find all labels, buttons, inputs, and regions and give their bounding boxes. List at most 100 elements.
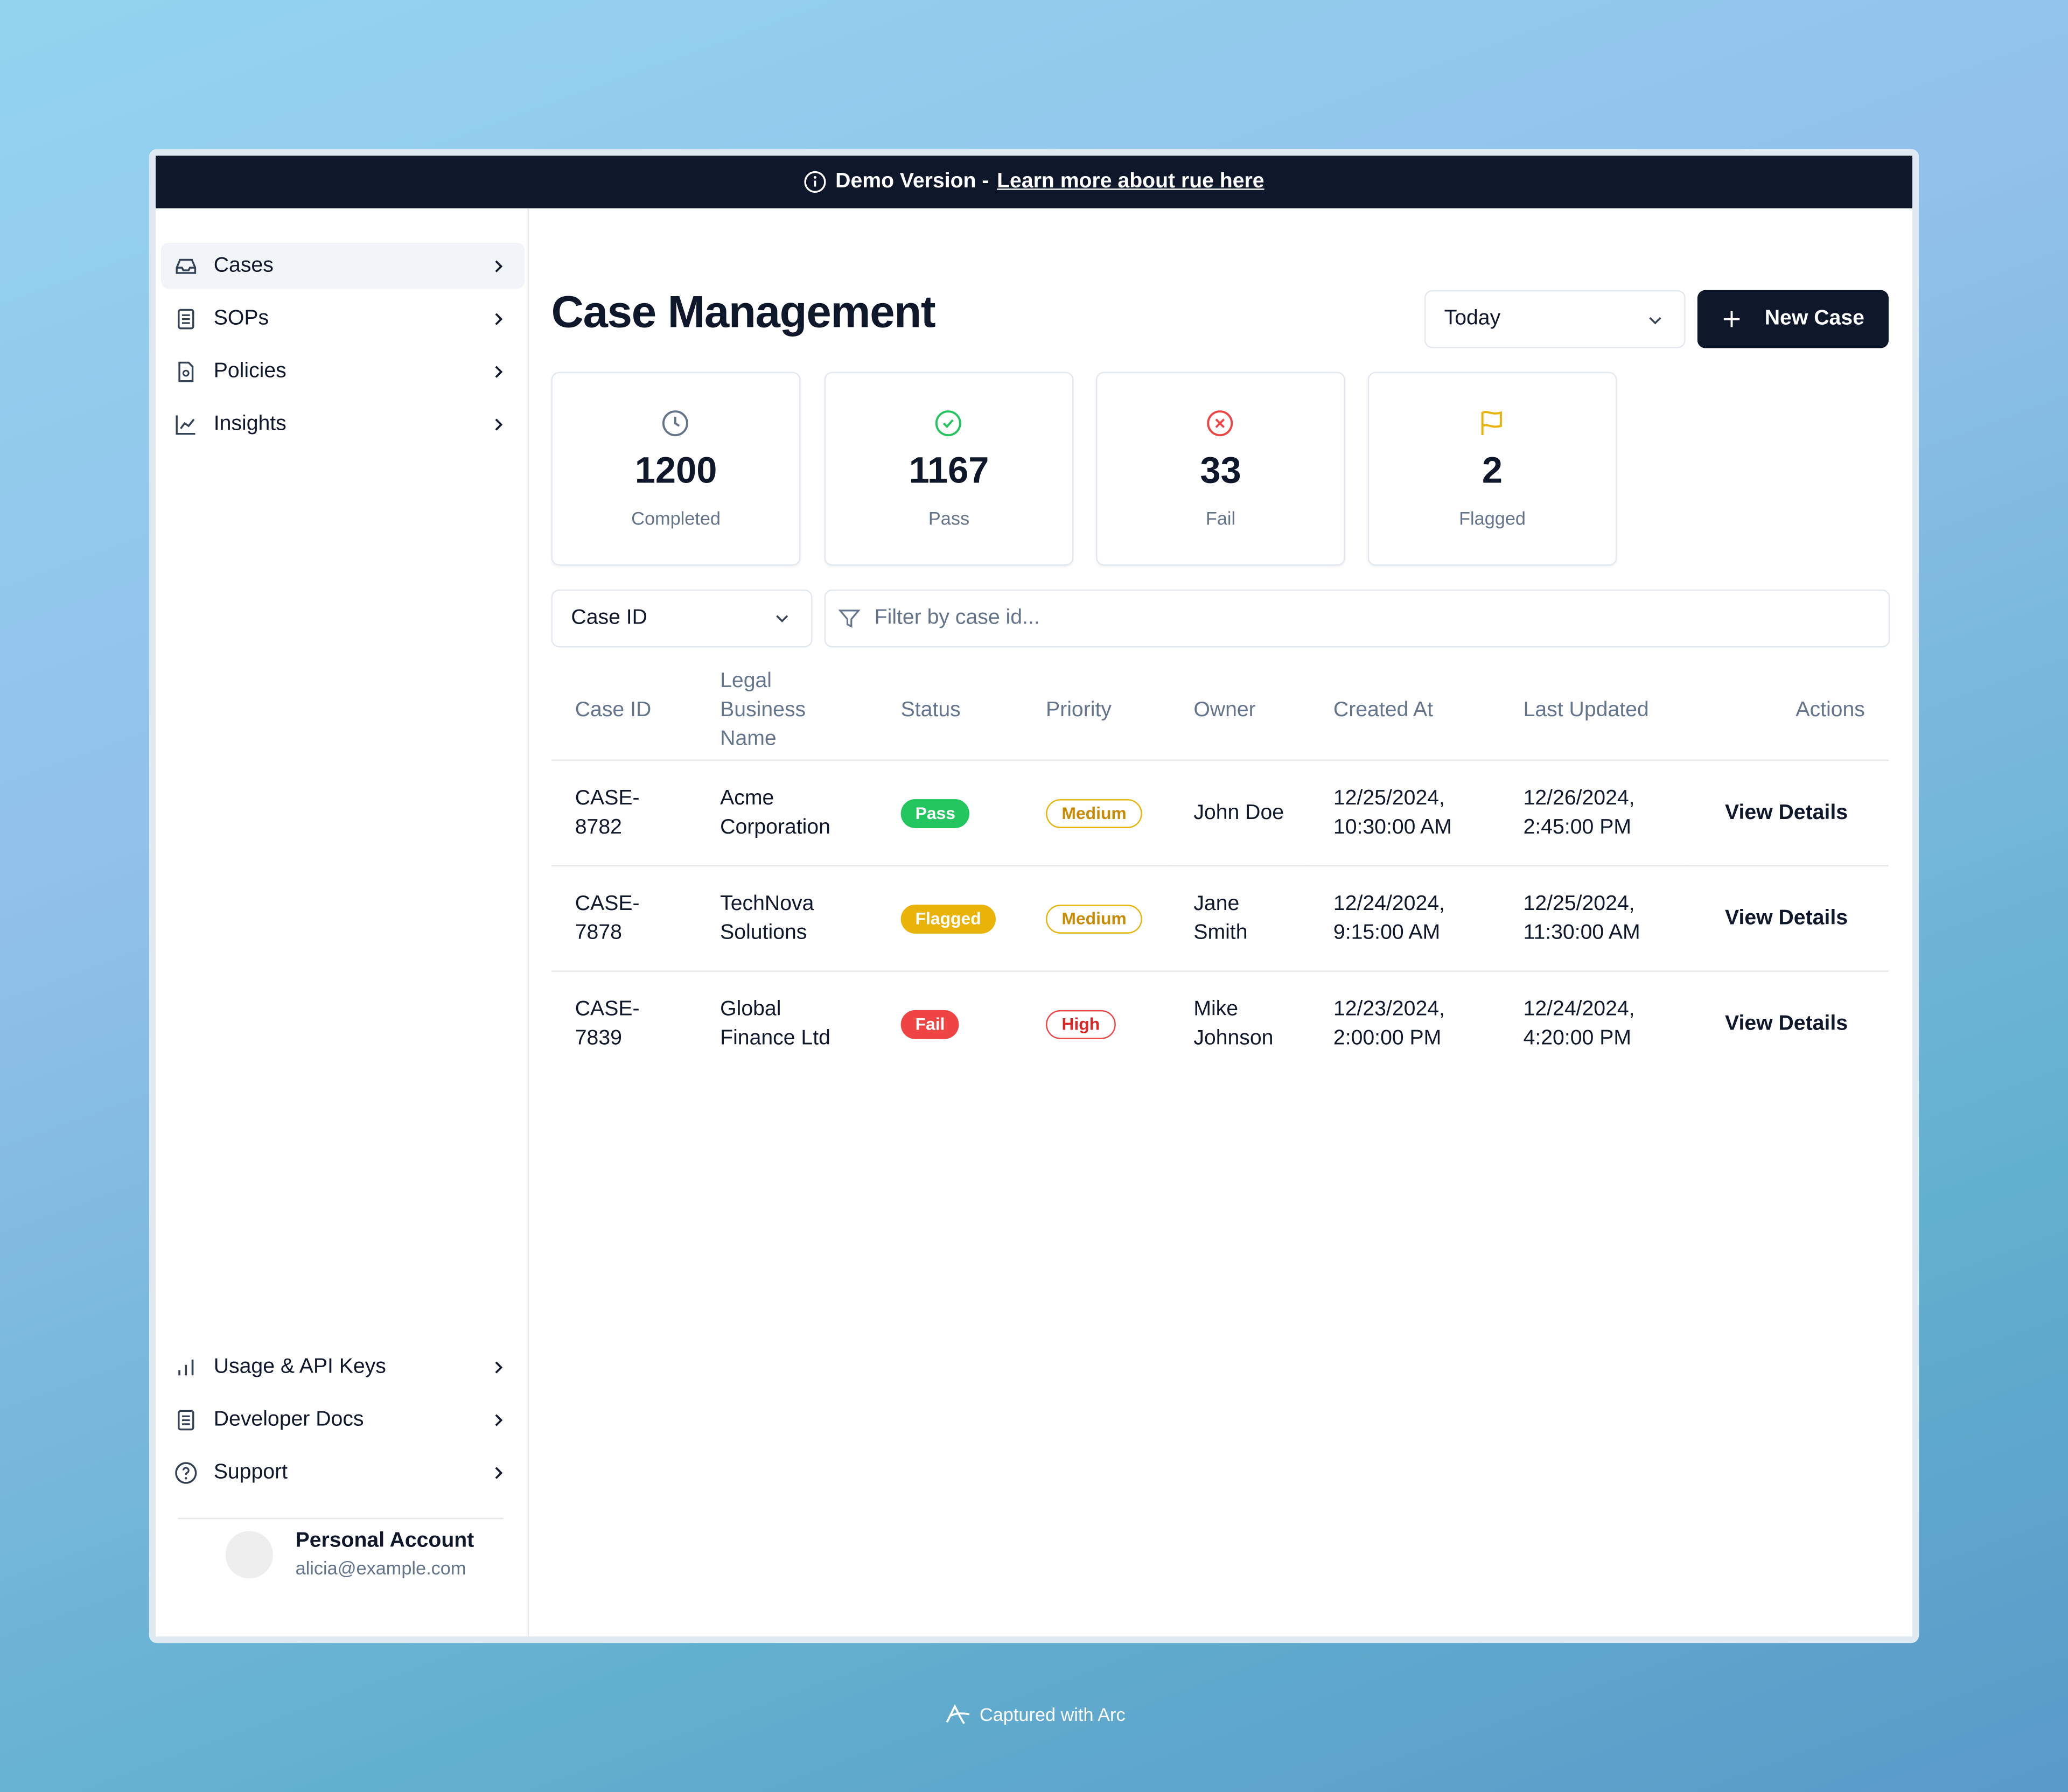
status-cell: Pass	[877, 760, 1022, 866]
view-details[interactable]: View Details	[1725, 1012, 1848, 1035]
business-name: Global Finance Ltd	[720, 997, 830, 1049]
banner-link[interactable]: Learn more about rue here	[997, 170, 1264, 193]
owner-text: John Doe	[1193, 801, 1284, 824]
nav-item[interactable]: Policies	[161, 348, 525, 395]
chevron	[495, 1466, 503, 1479]
stat-value: 1200	[634, 450, 717, 491]
new-case-button[interactable]: New Case	[1697, 290, 1889, 348]
filter-input[interactable]: Filter by case id...	[824, 589, 1890, 648]
view-details[interactable]: View Details	[1688, 865, 1889, 972]
account-email: alicia@example.com	[295, 1557, 466, 1579]
dropdown-arrow	[1649, 317, 1661, 325]
chart-icon	[176, 415, 195, 435]
info-icon	[805, 171, 827, 193]
status-cell: Flagged	[877, 865, 1022, 972]
doc-icon	[178, 308, 194, 329]
created-at: 12/24/2024, 9:15:00 AM	[1309, 865, 1500, 972]
created-at: 12/25/2024, 10:30:00 AM	[1309, 760, 1500, 866]
range-select[interactable]: Today	[1424, 290, 1686, 348]
nav-item[interactable]: Cases	[160, 242, 525, 289]
sidebar: Cases SOPs Policies Insights Usage & API…	[156, 208, 529, 1637]
help-icon	[175, 1461, 197, 1483]
status-cell: Fail	[877, 971, 1022, 1076]
usage-icon	[178, 1359, 194, 1375]
chevron	[495, 365, 503, 377]
nav-item[interactable]: Insights	[161, 401, 525, 447]
stat-value: 2	[1482, 450, 1503, 491]
nav-item[interactable]: Support	[161, 1449, 525, 1495]
capture-footer: Captured with Arc	[0, 1703, 2068, 1726]
filter-placeholder: Filter by case id...	[874, 606, 1040, 629]
column-header: Status	[877, 662, 1022, 761]
column-header-text: Legal Business Name	[720, 670, 806, 751]
app-window: Demo Version - Learn more about rue here…	[155, 155, 1913, 1637]
column-header: Case ID	[551, 662, 697, 761]
last-updated: 12/24/2024, 4:20:00 PM	[1523, 997, 1635, 1049]
priority-badge: Medium	[1046, 798, 1143, 828]
column-header: Legal Business Name	[696, 662, 877, 761]
owner-text: Mike Johnson	[1193, 997, 1274, 1049]
x-icon	[1207, 410, 1233, 437]
chevron	[495, 312, 503, 325]
stat-label: Flagged	[1459, 507, 1526, 529]
chevron	[495, 1413, 503, 1426]
priority-cell: Medium	[1022, 865, 1170, 972]
account-name: Personal Account	[295, 1529, 474, 1552]
nav-item[interactable]: Usage & API Keys	[161, 1344, 525, 1390]
chevron	[495, 260, 503, 272]
nav-label: Support	[213, 1460, 288, 1483]
avatar[interactable]	[225, 1531, 273, 1579]
last-updated: 12/25/2024, 11:30:00 AM	[1499, 865, 1688, 972]
column-header: Owner	[1170, 662, 1310, 761]
stat-card: 1167 Pass	[824, 372, 1074, 566]
arc-logo	[946, 1704, 969, 1724]
table-row: CASE-7878 TechNova Solutions Flagged Med…	[551, 865, 1889, 972]
case-id: CASE-7878	[551, 865, 697, 972]
view-details[interactable]: View Details	[1688, 760, 1889, 866]
banner-text: Demo Version -	[835, 170, 989, 193]
nav-label: Cases	[213, 254, 274, 277]
separator	[178, 1517, 504, 1520]
priority-badge: Medium	[1046, 904, 1143, 933]
cases-table: Case ID Legal Business Name Status Prior…	[551, 662, 1889, 1076]
table-row: CASE-8782 Acme Corporation Pass Medium J…	[551, 760, 1889, 866]
nav-item[interactable]: SOPs	[161, 296, 525, 342]
nav-label: Policies	[213, 359, 287, 382]
case-id: CASE-7839	[575, 997, 640, 1049]
flag-icon	[1481, 411, 1502, 436]
business-name: Acme Corporation	[696, 760, 877, 866]
nav-item[interactable]: Developer Docs	[161, 1396, 525, 1443]
priority-badge: High	[1046, 1009, 1116, 1039]
stat-label: Fail	[1205, 507, 1236, 529]
doc-icon	[178, 1409, 194, 1430]
stat-label: Completed	[631, 507, 721, 529]
created-at: 12/23/2024, 2:00:00 PM	[1333, 997, 1445, 1049]
nav-label: Insights	[213, 412, 287, 435]
button-label: New Case	[1764, 307, 1864, 330]
business-name: TechNova Solutions	[696, 865, 877, 972]
owner-text: Jane Smith	[1193, 892, 1248, 944]
field-select[interactable]: Case ID	[551, 589, 813, 648]
demo-banner: Demo Version - Learn more about rue here	[155, 155, 1913, 208]
page-title: Case Management	[551, 287, 936, 338]
priority-cell: High	[1022, 971, 1170, 1076]
priority-cell: Medium	[1022, 760, 1170, 866]
chevron	[495, 418, 503, 430]
owner: Jane Smith	[1170, 865, 1310, 972]
stat-card: 33 Fail	[1096, 372, 1345, 566]
table-row: CASE-7839 Global Finance Ltd Fail High M…	[551, 971, 1889, 1076]
stat-card: 2 Flagged	[1367, 372, 1617, 566]
nav-label: SOPs	[213, 306, 269, 330]
field-value: Case ID	[571, 606, 647, 629]
nav-label: Usage & API Keys	[213, 1355, 386, 1377]
check-icon	[935, 410, 961, 437]
plus-icon	[1723, 311, 1740, 327]
range-value: Today	[1444, 307, 1501, 330]
filter-icon	[838, 610, 861, 628]
column-header: Last Updated	[1499, 662, 1688, 761]
status-badge: Flagged	[900, 904, 996, 933]
last-updated: 12/26/2024, 2:45:00 PM	[1499, 760, 1688, 866]
column-header: Priority	[1022, 662, 1170, 761]
nav-label: Developer Docs	[213, 1408, 364, 1430]
